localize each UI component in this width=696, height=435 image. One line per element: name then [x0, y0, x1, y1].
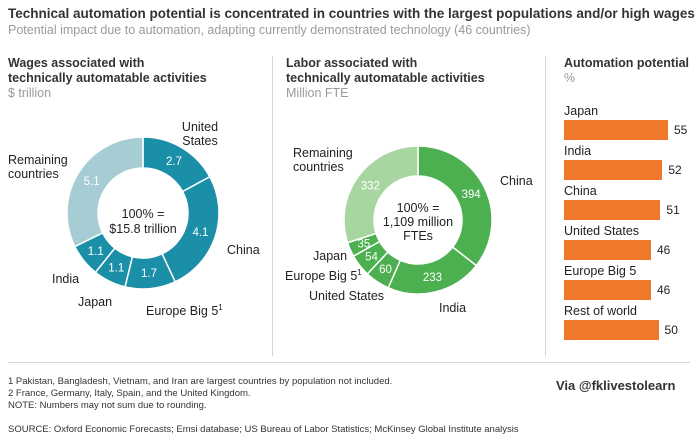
via-credit: Via @fklivestolearn [556, 378, 676, 393]
labor-footnote-mark: 1 [357, 268, 362, 277]
labor-value-japan: 35 [358, 239, 371, 251]
labor-label-united-states: United States [309, 289, 384, 303]
chart-title: Technical automation potential is concen… [8, 6, 695, 21]
bar-label-china: China [564, 184, 597, 198]
labor-title-line1: Labor associated with [286, 56, 418, 70]
labor-label-remaining-countries-line2: countries [293, 160, 344, 174]
bar-value-japan: 55 [674, 123, 688, 137]
wages-label-china: China [227, 243, 260, 257]
wages-value-remaining-countries: 5.1 [84, 176, 100, 188]
labor-label-india: India [439, 301, 466, 315]
labor-label-china: China [500, 174, 533, 188]
labor-label-remaining-countries-line1: Remaining [293, 146, 353, 160]
wages-unit: $ trillion [8, 86, 52, 100]
labor-unit: Million FTE [286, 86, 349, 100]
wages-label-united-states-line1: United [182, 120, 218, 134]
wages-label-india: India [52, 272, 79, 286]
wages-value-europe-big-5: 1.7 [141, 268, 157, 280]
bar-value-rest-of-world: 50 [664, 323, 678, 337]
wages-panel-title: Wages associated with technically automa… [8, 56, 207, 86]
panel-divider-2 [545, 56, 546, 356]
bar-united-states [564, 240, 651, 260]
bar-value-united-states: 46 [656, 243, 671, 257]
labor-label-europe-big-5: Europe Big 51 [285, 268, 362, 283]
bar-label-united-states: United States [564, 224, 640, 238]
footer-divider [8, 362, 690, 363]
wages-footnote-mark: 1 [218, 303, 223, 312]
wages-title-line2: technically automatable activities [8, 71, 207, 85]
wages-center-line1: 100% = [122, 207, 165, 221]
footnote-2: 2 France, Germany, Italy, Spain, and the… [8, 388, 251, 399]
labor-value-remaining-countries: 332 [361, 180, 380, 192]
labor-value-india: 233 [423, 272, 442, 284]
wages-value-united-states: 2.7 [166, 156, 182, 168]
labor-center-line1: 100% = [397, 201, 440, 215]
labor-center-line3: FTEs [403, 229, 433, 243]
labor-panel-title: Labor associated with technically automa… [286, 56, 485, 86]
wages-value-japan: 1.1 [108, 262, 124, 274]
bar-rest-of-world [564, 320, 659, 340]
panel-divider-1 [272, 56, 273, 356]
labor-title-line2: technically automatable activities [286, 71, 485, 85]
wages-center-line2: $15.8 trillion [109, 222, 176, 236]
bar-value-china: 51 [666, 203, 680, 217]
wages-title-line1: Wages associated with [8, 56, 145, 70]
bar-label-india: India [564, 144, 592, 158]
footnote-1: 1 Pakistan, Bangladesh, Vietnam, and Ira… [8, 376, 393, 387]
bar-india [564, 160, 663, 180]
wages-label-remaining-countries-line2: countries [8, 167, 59, 181]
wages-value-india: 1.1 [88, 246, 104, 258]
bar-japan [564, 120, 668, 140]
labor-slice-remaining-countries [343, 145, 419, 244]
labor-value-china: 394 [461, 189, 481, 201]
labor-value-europe-big-5: 54 [365, 251, 378, 263]
wages-value-china: 4.1 [192, 227, 208, 239]
wages-label-united-states-line2: States [182, 134, 217, 148]
automation-panel-title: Automation potential [564, 56, 689, 71]
labor-value-united-states: 60 [379, 264, 392, 276]
source-note: SOURCE: Oxford Economic Forecasts; Emsi … [8, 424, 519, 435]
bar-value-europe-big-5: 46 [656, 283, 671, 297]
wages-slice-remaining-countries [66, 136, 144, 248]
chart-subtitle: Potential impact due to automation, adap… [8, 23, 531, 37]
labor-slice-china [417, 145, 493, 267]
bar-europe-big-5 [564, 280, 651, 300]
bar-label-japan: Japan [564, 104, 599, 118]
wages-label-remaining-countries-line1: Remaining [8, 153, 68, 167]
bar-china [564, 200, 661, 220]
bar-value-india: 52 [668, 163, 682, 177]
bar-label-europe-big-5: Europe Big 5 [564, 264, 637, 278]
labor-center-line2: 1,109 million [383, 215, 453, 229]
footnote-note: NOTE: Numbers may not sum due to roundin… [8, 400, 207, 411]
wages-label-europe-big-5: Europe Big 51 [146, 303, 223, 318]
automation-title: Automation potential [564, 56, 689, 70]
labor-donut-chart: 394 China 233 India 60 United States 54Europe … [285, 145, 533, 315]
automation-unit: % [564, 71, 576, 85]
wages-label-japan: Japan [78, 295, 112, 309]
labor-label-japan: Japan [313, 249, 347, 263]
bar-label-rest-of-world: Rest of world [564, 304, 637, 318]
